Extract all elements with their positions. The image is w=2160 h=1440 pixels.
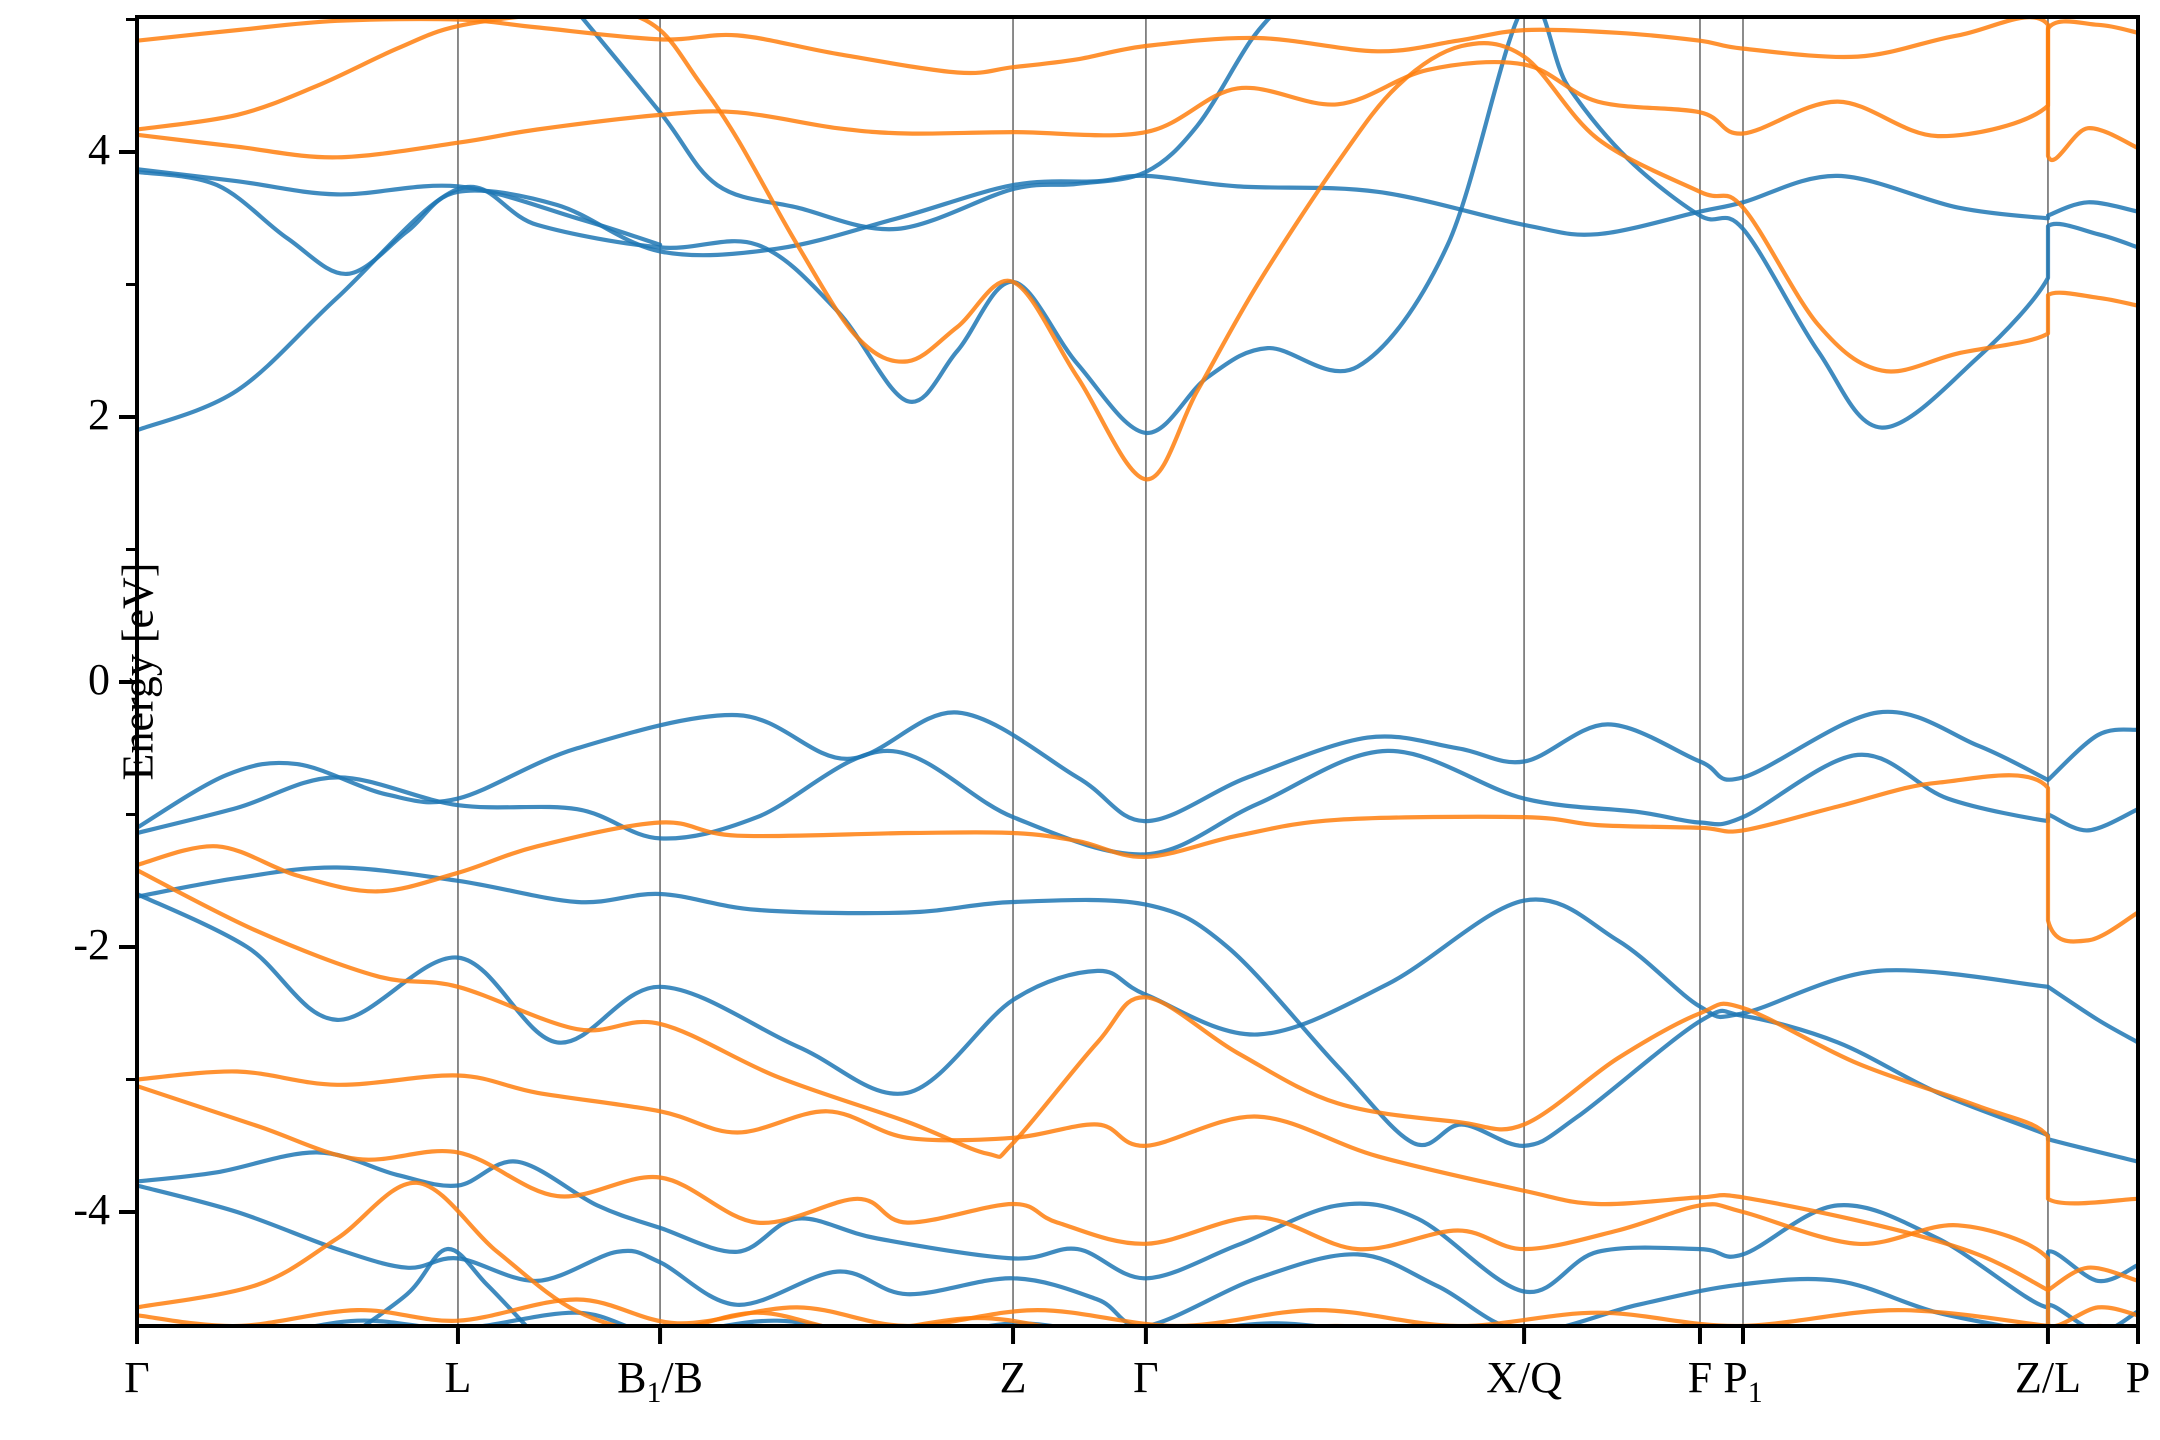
x-tick-label: Γ: [1133, 1353, 1159, 1402]
orange-bands-line: [137, 1084, 2138, 1326]
x-tick-label: Z/L: [2014, 1353, 2081, 1402]
blue-bands-line: [137, 709, 2138, 830]
orange-bands-line: [137, 868, 2138, 1206]
orange-bands-line: [137, 1069, 2138, 1293]
blue-bands-line: [137, 1150, 2138, 1310]
blue-bands-line: [137, 167, 663, 247]
y-tick-label: 4: [88, 125, 110, 174]
orange-bands-line: [137, 17, 2138, 482]
x-tick-label: F: [1687, 1353, 1713, 1402]
bands-group: [137, 17, 2138, 1326]
blue-bands-line: [578, 17, 1274, 232]
x-tick-label: L: [444, 1353, 472, 1402]
x-tick-label: P1: [1723, 1353, 1763, 1409]
blue-bands-line: [137, 865, 2138, 1164]
x-tick-label: Z: [999, 1353, 1027, 1402]
y-tick-label: -4: [73, 1185, 110, 1234]
orange-bands-line: [137, 773, 2138, 944]
y-axis-title: Energy [eV]: [113, 562, 163, 781]
orange-bands-line: [137, 1297, 2051, 1326]
orange-bands-line: [137, 19, 2138, 160]
axes-spines: [135, 15, 2140, 1328]
y-tick-label: 2: [88, 390, 110, 439]
y-tick-label: -2: [73, 920, 110, 969]
x-tick-label: X/Q: [1486, 1353, 1562, 1402]
y-tick-label: 0: [88, 655, 110, 704]
blue-bands-line: [360, 1247, 530, 1326]
orange-bands-line: [137, 17, 2138, 162]
blue-bands-line: [137, 1183, 2016, 1326]
blue-bands-line: [137, 748, 2138, 857]
x-tick-label: B1/B: [617, 1353, 703, 1409]
blue-bands-line: [137, 891, 2138, 1096]
blue-bands-line: [137, 17, 2138, 435]
x-tick-label: Γ: [124, 1353, 150, 1402]
x-tick-label: P: [2125, 1353, 2151, 1402]
